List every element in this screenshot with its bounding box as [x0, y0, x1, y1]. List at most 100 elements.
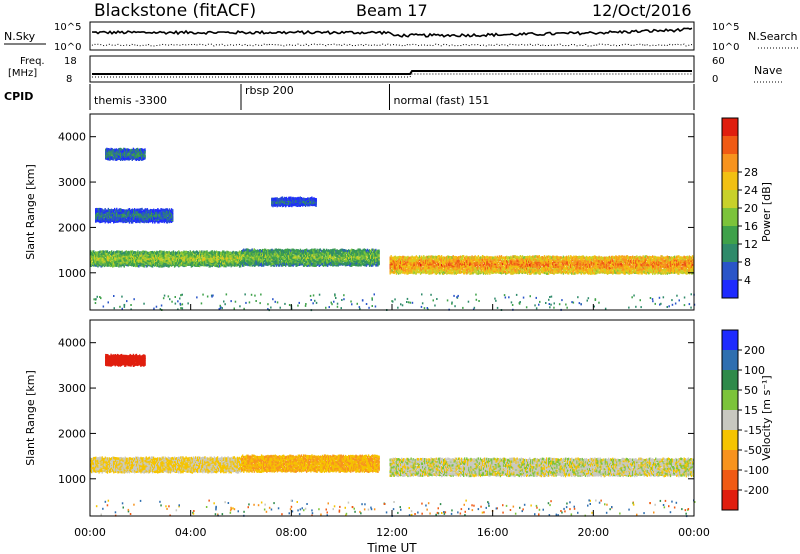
- heat-cell: [578, 260, 580, 263]
- heat-cell: [364, 254, 367, 257]
- heat-cell: [167, 259, 169, 262]
- heat-cell: [154, 256, 156, 259]
- heat-cell: [405, 264, 407, 267]
- heat-cell: [592, 267, 594, 270]
- heat-cell: [119, 263, 121, 266]
- heat-cell: [425, 261, 427, 265]
- heat-cell: [481, 263, 484, 267]
- heat-cell: [224, 259, 226, 263]
- heat-cell: [555, 270, 557, 274]
- heat-cell: [553, 265, 555, 268]
- heat-cell: [598, 266, 600, 269]
- heat-cell: [405, 266, 407, 269]
- heat-cell: [604, 266, 607, 269]
- heat-cell: [551, 268, 553, 272]
- heat-cell: [529, 255, 531, 258]
- heat-cell: [482, 258, 485, 262]
- heat-cell: [373, 262, 375, 266]
- heat-cell: [493, 256, 495, 260]
- heat-cell: [497, 266, 499, 270]
- heat-cell: [499, 266, 502, 270]
- heat-cell: [544, 259, 547, 263]
- heat-cell: [527, 257, 529, 260]
- heat-cell: [356, 249, 358, 253]
- heat-cell: [535, 267, 537, 270]
- heat-cell: [134, 252, 136, 256]
- heat-cell: [436, 264, 439, 267]
- heat-cell: [452, 262, 454, 266]
- heat-cell: [481, 270, 484, 274]
- heat-cell: [204, 253, 206, 257]
- heat-cell: [287, 252, 289, 256]
- heat-cell: [503, 261, 506, 265]
- heat-cell: [260, 254, 263, 258]
- heat-cell: [295, 257, 297, 261]
- heat-cell: [362, 251, 364, 254]
- heat-cell: [537, 265, 539, 268]
- heat-cell: [583, 256, 586, 260]
- heat-cell: [213, 261, 216, 264]
- heat-cell: [500, 271, 503, 275]
- heat-cell: [605, 269, 608, 272]
- heat-cell: [557, 265, 559, 268]
- heat-cell: [351, 255, 353, 259]
- heat-cell: [448, 271, 450, 275]
- heat-cell: [455, 269, 457, 273]
- heat-cell: [260, 259, 263, 263]
- heat-cell: [120, 262, 122, 265]
- heat-cell: [285, 260, 287, 264]
- heat-cell: [215, 253, 218, 256]
- heat-cell: [522, 259, 525, 262]
- heat-cell: [427, 262, 429, 266]
- heat-cell: [364, 252, 367, 255]
- heat-cell: [311, 251, 313, 254]
- heat-cell: [519, 264, 522, 268]
- heat-cell: [255, 262, 258, 265]
- heat-cell: [494, 258, 496, 261]
- heat-cell: [531, 266, 533, 270]
- heat-cell: [573, 258, 575, 261]
- heat-cell: [340, 248, 342, 252]
- heat-cell: [571, 258, 573, 261]
- heat-cell: [465, 257, 467, 261]
- heat-cell: [348, 249, 350, 252]
- heat-cell: [159, 250, 161, 253]
- heat-cell: [155, 261, 157, 265]
- heat-cell: [591, 272, 593, 275]
- heat-cell: [228, 260, 230, 264]
- heat-cell: [122, 257, 124, 261]
- heat-cell: [373, 250, 375, 254]
- heat-cell: [238, 254, 241, 258]
- heat-cell: [607, 256, 610, 259]
- heat-cell: [518, 271, 520, 275]
- heat-cell: [254, 263, 256, 267]
- heat-cell: [232, 255, 234, 259]
- heat-cell: [321, 257, 324, 261]
- heat-cell: [256, 252, 259, 256]
- heat-cell: [615, 257, 617, 261]
- heat-cell: [515, 257, 517, 261]
- heat-cell: [603, 268, 606, 272]
- heat-cell: [281, 264, 284, 267]
- heat-cell: [291, 253, 293, 257]
- heat-cell: [253, 264, 255, 267]
- heat-cell: [372, 256, 374, 259]
- heat-cell: [397, 270, 400, 273]
- heat-cell: [511, 261, 513, 265]
- heat-cell: [185, 250, 187, 254]
- heat-cell: [519, 261, 522, 265]
- heat-cell: [328, 262, 330, 266]
- heat-cell: [235, 261, 238, 264]
- heat-cell: [333, 248, 335, 252]
- heat-cell: [364, 248, 367, 252]
- heat-cell: [192, 263, 195, 267]
- heat-cell: [371, 258, 373, 261]
- heat-cell: [457, 266, 460, 270]
- heat-cell: [249, 264, 251, 267]
- heat-cell: [434, 271, 436, 275]
- heat-cell: [400, 258, 402, 261]
- heat-cell: [209, 264, 211, 268]
- heat-cell: [583, 259, 586, 263]
- heat-cell: [434, 255, 436, 259]
- heat-cell: [602, 256, 604, 260]
